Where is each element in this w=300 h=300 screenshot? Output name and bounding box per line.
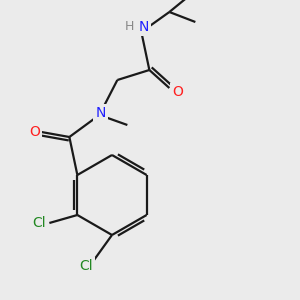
Text: O: O: [172, 85, 183, 99]
Text: Cl: Cl: [79, 259, 93, 273]
Text: N: N: [95, 106, 106, 120]
Text: Cl: Cl: [32, 216, 46, 230]
Text: H: H: [125, 20, 134, 34]
Text: N: N: [138, 20, 148, 34]
Text: O: O: [29, 125, 40, 139]
